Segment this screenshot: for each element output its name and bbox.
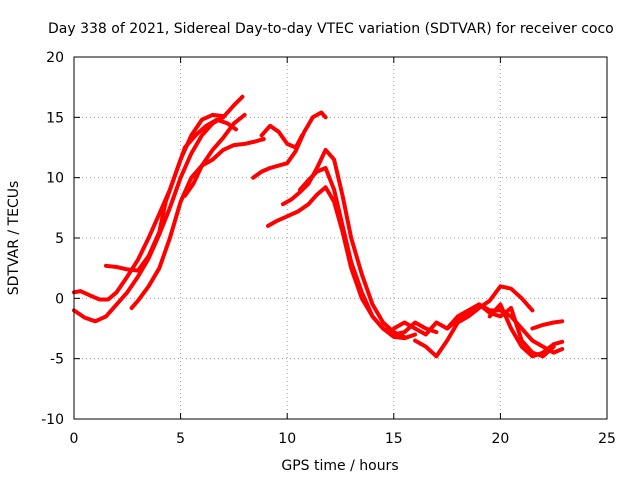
grid <box>74 57 607 419</box>
series-line-sat-h <box>266 185 418 341</box>
y-axis-label: SDTVAR / TECUs <box>6 181 22 296</box>
y-axis-ticks: -10 -5 0 5 10 15 20 <box>41 50 607 428</box>
x-tick-label: 10 <box>278 431 296 447</box>
series-line-sat-f <box>251 110 328 180</box>
x-tick-label: 0 <box>70 431 79 447</box>
y-tick-label: 15 <box>46 110 64 126</box>
x-axis-label: GPS time / hours <box>281 458 398 474</box>
y-tick-label: 5 <box>55 231 64 247</box>
series-line-sat-l <box>413 284 535 359</box>
series-line-sat-d <box>129 137 266 310</box>
x-axis-ticks: 0 5 10 15 20 25 <box>70 57 616 447</box>
y-tick-label: -10 <box>41 412 64 428</box>
series-line-sat-c <box>104 117 238 273</box>
series-group <box>72 94 565 359</box>
y-tick-label: 10 <box>46 171 64 187</box>
series-line-sat-g <box>259 123 305 150</box>
y-tick-label: -5 <box>50 352 64 368</box>
x-tick-label: 25 <box>598 431 616 447</box>
y-tick-label: 20 <box>46 50 64 66</box>
series-line-sat-b <box>72 94 245 324</box>
x-tick-label: 20 <box>491 431 509 447</box>
series-line-sat-e <box>182 112 247 198</box>
x-tick-label: 5 <box>176 431 185 447</box>
x-tick-label: 15 <box>385 431 403 447</box>
chart-title: Day 338 of 2021, Sidereal Day-to-day VTE… <box>48 21 614 37</box>
plot-frame <box>73 56 608 420</box>
series-line-sat-o <box>530 319 565 331</box>
series-line-sat-a <box>72 112 226 302</box>
y-tick-label: 0 <box>55 291 64 307</box>
series-line-sat-n <box>487 302 565 359</box>
